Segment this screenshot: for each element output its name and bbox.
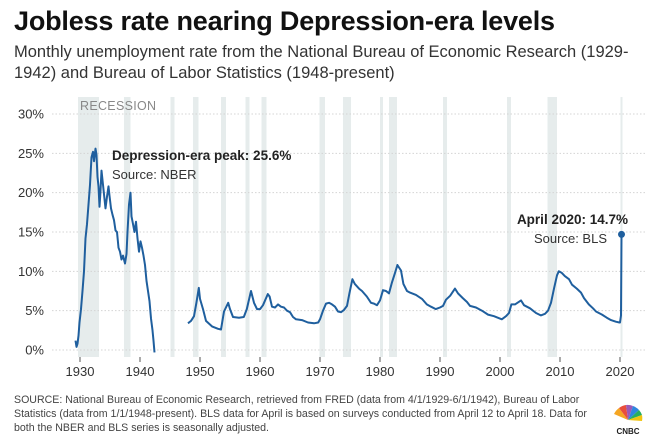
y-tick-label: 5% — [25, 303, 44, 318]
recession-label: RECESSION — [80, 99, 156, 113]
x-tick-label: 1970 — [306, 364, 335, 379]
chart-subtitle: Monthly unemployment rate from the Natio… — [14, 43, 629, 82]
x-tick-label: 1930 — [66, 364, 95, 379]
y-tick-label: 0% — [25, 343, 44, 358]
annotation-title: April 2020: 14.7% — [517, 212, 628, 227]
annotation-subtitle: Source: BLS — [534, 231, 607, 246]
recession-band — [192, 97, 199, 357]
source-note: SOURCE: National Bureau of Economic Rese… — [14, 394, 587, 434]
recession-band — [261, 97, 267, 357]
recession-shading: RECESSION — [78, 97, 623, 357]
recession-band — [507, 97, 511, 357]
recession-band — [389, 97, 397, 357]
y-tick-label: 10% — [18, 264, 44, 279]
cnbc-peacock-logo: CNBC — [614, 404, 643, 436]
x-tick-label: 1960 — [246, 364, 275, 379]
y-tick-label: 30% — [18, 107, 44, 122]
y-tick-label: 15% — [18, 225, 44, 240]
x-tick-label: 1950 — [186, 364, 215, 379]
x-tick-label: 1940 — [126, 364, 155, 379]
x-tick-label: 2020 — [606, 364, 635, 379]
x-tick-label: 2010 — [546, 364, 575, 379]
annotation-april2020: April 2020: 14.7% Source: BLS — [517, 212, 628, 246]
recession-band — [319, 97, 325, 357]
annotation-title: Depression-era peak: 25.6% — [112, 148, 291, 163]
recession-band — [547, 97, 557, 357]
recession-band — [78, 97, 100, 357]
x-tick-label: 2000 — [486, 364, 515, 379]
y-tick-label: 25% — [18, 146, 44, 161]
recession-band — [443, 97, 448, 357]
recession-band — [380, 97, 383, 357]
recession-band — [342, 97, 352, 357]
chart-title: Jobless rate nearing Depression-era leve… — [14, 6, 555, 36]
annotation-subtitle: Source: NBER — [112, 167, 197, 182]
annotation-point — [618, 230, 625, 238]
series-line-2 — [187, 234, 623, 331]
recession-band — [221, 97, 226, 357]
y-axis: 0% 5% 10% 15% 20% 25% 30% — [18, 107, 44, 358]
annotation-depression: Depression-era peak: 25.6% Source: NBER — [112, 148, 291, 182]
x-tick-label: 1980 — [366, 364, 395, 379]
series-line-1 — [74, 147, 156, 353]
recession-band — [245, 97, 250, 357]
x-axis: 1930 1940 1950 1960 1970 1980 1990 2000 2010 2020 — [66, 357, 635, 379]
recession-band — [620, 97, 623, 357]
recession-band — [170, 97, 175, 357]
annotations: Depression-era peak: 25.6% Source: NBER Ap… — [112, 148, 628, 246]
logo-text: CNBC — [616, 427, 639, 436]
y-tick-label: 20% — [18, 185, 44, 200]
series-lines — [74, 147, 623, 353]
x-tick-label: 1990 — [426, 364, 455, 379]
